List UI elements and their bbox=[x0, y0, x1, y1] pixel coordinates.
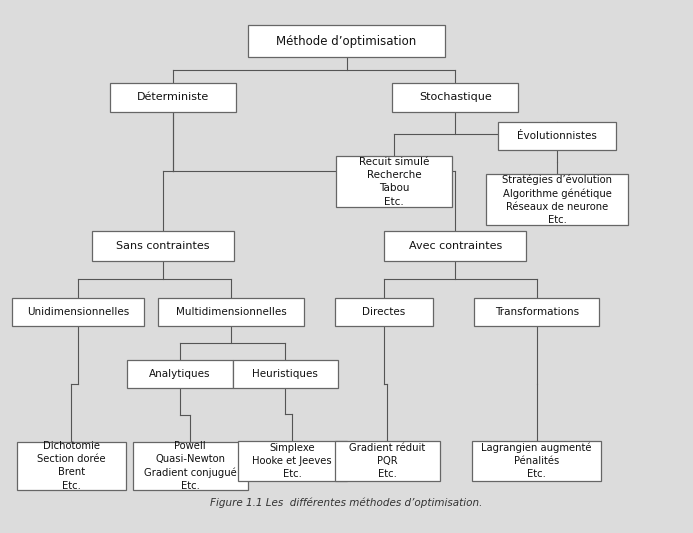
Text: Sans contraintes: Sans contraintes bbox=[116, 241, 210, 251]
Text: Déterministe: Déterministe bbox=[137, 92, 209, 102]
FancyBboxPatch shape bbox=[486, 174, 629, 225]
Text: Avec contraintes: Avec contraintes bbox=[409, 241, 502, 251]
FancyBboxPatch shape bbox=[472, 441, 602, 481]
FancyBboxPatch shape bbox=[392, 83, 518, 111]
FancyBboxPatch shape bbox=[92, 231, 234, 261]
Text: Dichotomie
Section dorée
Brent
Etc.: Dichotomie Section dorée Brent Etc. bbox=[37, 441, 106, 491]
Text: Stratégies d’évolution
Algorithme génétique
Réseaux de neurone
Etc.: Stratégies d’évolution Algorithme généti… bbox=[502, 174, 612, 225]
FancyBboxPatch shape bbox=[335, 298, 433, 326]
Text: Multidimensionnelles: Multidimensionnelles bbox=[175, 308, 286, 317]
FancyBboxPatch shape bbox=[128, 360, 233, 388]
Text: Lagrangien augmenté
Pénalités
Etc.: Lagrangien augmenté Pénalités Etc. bbox=[482, 442, 592, 479]
FancyBboxPatch shape bbox=[498, 122, 617, 150]
FancyBboxPatch shape bbox=[17, 441, 126, 490]
Text: Powell
Quasi-Newton
Gradient conjugué
Etc.: Powell Quasi-Newton Gradient conjugué Et… bbox=[144, 441, 237, 491]
Text: Recuit simulé
Recherche
Tabou
Etc.: Recuit simulé Recherche Tabou Etc. bbox=[359, 157, 429, 207]
FancyBboxPatch shape bbox=[248, 25, 445, 57]
FancyBboxPatch shape bbox=[384, 231, 527, 261]
FancyBboxPatch shape bbox=[158, 298, 304, 326]
Text: Méthode d’optimisation: Méthode d’optimisation bbox=[277, 35, 416, 47]
Text: Heuristiques: Heuristiques bbox=[252, 369, 318, 379]
Text: Stochastique: Stochastique bbox=[419, 92, 491, 102]
FancyBboxPatch shape bbox=[12, 298, 144, 326]
Text: Unidimensionnelles: Unidimensionnelles bbox=[27, 308, 130, 317]
FancyBboxPatch shape bbox=[238, 441, 346, 481]
FancyBboxPatch shape bbox=[132, 441, 248, 490]
FancyBboxPatch shape bbox=[336, 156, 452, 207]
Text: Figure 1.1 Les  différentes méthodes d’optimisation.: Figure 1.1 Les différentes méthodes d’op… bbox=[210, 497, 483, 508]
Text: Gradient réduit
PQR
Etc.: Gradient réduit PQR Etc. bbox=[349, 442, 426, 479]
Text: Simplexe
Hooke et Jeeves
Etc.: Simplexe Hooke et Jeeves Etc. bbox=[252, 442, 332, 479]
Text: Analytiques: Analytiques bbox=[150, 369, 211, 379]
FancyBboxPatch shape bbox=[474, 298, 599, 326]
FancyBboxPatch shape bbox=[233, 360, 338, 388]
Text: Transformations: Transformations bbox=[495, 308, 579, 317]
FancyBboxPatch shape bbox=[110, 83, 236, 111]
FancyBboxPatch shape bbox=[335, 441, 440, 481]
Text: Évolutionnistes: Évolutionnistes bbox=[517, 131, 597, 141]
Text: Directes: Directes bbox=[362, 308, 405, 317]
